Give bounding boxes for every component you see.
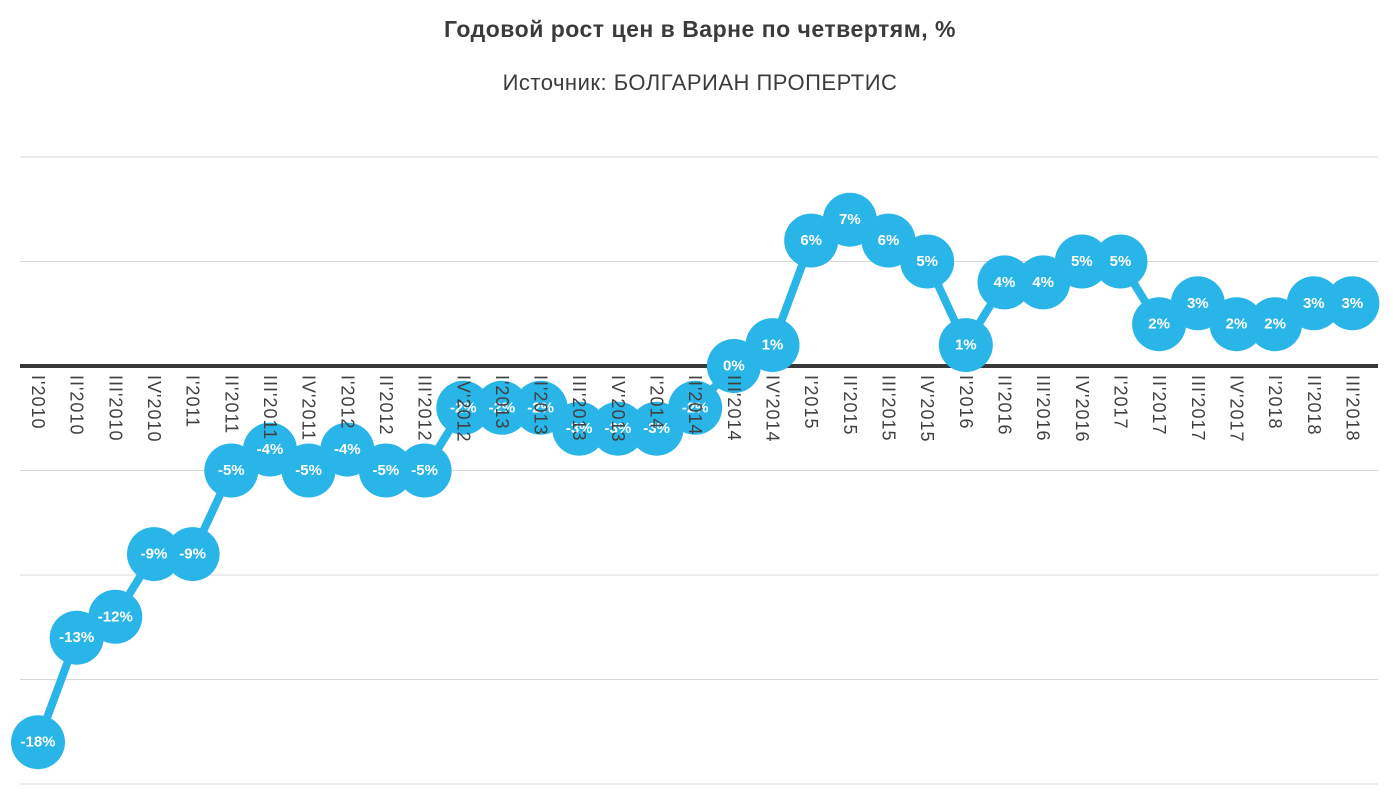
data-point-marker <box>127 527 181 582</box>
data-point-marker <box>668 380 723 435</box>
x-axis-label: I'2015 <box>801 375 821 429</box>
x-axis-label: I'2013 <box>492 375 512 429</box>
chart-subtitle: Источник: БОЛГАРИАН ПРОПЕРТИС <box>502 70 898 95</box>
data-point-marker <box>88 589 143 644</box>
x-axis-label: IV'2013 <box>608 375 628 443</box>
x-axis-label: I'2016 <box>956 375 976 429</box>
data-point-label: 7% <box>839 211 861 228</box>
x-axis-label: IV'2014 <box>763 375 783 443</box>
data-point-label: -4% <box>334 441 361 458</box>
data-point-marker <box>1054 234 1109 289</box>
data-point-label: -5% <box>295 462 322 479</box>
data-point-marker <box>552 401 607 456</box>
data-point-marker <box>938 318 993 373</box>
data-point-marker <box>1209 297 1264 352</box>
data-point-label: 0% <box>723 358 745 375</box>
x-axis-label: II'2012 <box>376 375 396 435</box>
data-point-marker <box>1093 234 1148 289</box>
data-point-label: -2% <box>682 399 709 416</box>
x-axis-label: II'2017 <box>1149 375 1169 435</box>
data-point-marker <box>977 255 1032 310</box>
x-axis-label: IV'2017 <box>1227 375 1247 443</box>
data-point-marker <box>474 380 529 435</box>
chart-title: Годовой рост цен в Варне по четвертям, % <box>444 16 956 42</box>
data-point-label: -9% <box>179 546 206 563</box>
x-axis-label: IV'2016 <box>1072 375 1092 443</box>
data-point-label: 3% <box>1187 295 1209 312</box>
x-axis-label: III'2011 <box>260 375 280 440</box>
data-point-label: 4% <box>1032 274 1054 291</box>
data-point-label: -5% <box>411 462 438 479</box>
data-point-label: -5% <box>373 462 400 479</box>
x-axis-label: IV'2010 <box>144 375 164 443</box>
data-point-marker <box>590 401 645 456</box>
x-axis-label: II'2010 <box>67 375 87 435</box>
data-point-label: 6% <box>800 232 822 249</box>
data-point-label: -12% <box>98 608 133 625</box>
data-point-label: 5% <box>916 253 938 270</box>
x-axis-label: I'2018 <box>1265 375 1285 429</box>
x-axis-label: I'2012 <box>337 375 357 429</box>
x-axis-label: II'2015 <box>840 375 860 435</box>
data-point-label: -2% <box>450 399 477 416</box>
x-axis-label: I'2017 <box>1111 375 1131 429</box>
data-point-marker <box>745 318 800 373</box>
x-axis-label: III'2014 <box>724 375 744 441</box>
x-axis-label: IV'2015 <box>917 375 937 443</box>
data-point-marker <box>436 380 491 435</box>
data-point-marker <box>358 443 413 498</box>
data-point-marker <box>900 234 955 289</box>
data-point-label: 2% <box>1226 316 1248 333</box>
x-axis-label: III'2016 <box>1033 375 1053 441</box>
data-point-marker <box>1286 276 1341 331</box>
data-point-label: 2% <box>1264 316 1286 333</box>
data-point-marker <box>165 527 220 582</box>
data-point-label: -2% <box>527 399 554 416</box>
data-point-label: -13% <box>59 629 94 646</box>
data-point-label: 3% <box>1303 295 1325 312</box>
data-point-label: 3% <box>1342 295 1364 312</box>
data-point-label: 4% <box>994 274 1016 291</box>
x-axis-label: II'2014 <box>685 375 705 435</box>
x-axis-label: III'2018 <box>1342 375 1362 441</box>
data-point-label: 5% <box>1110 253 1132 270</box>
data-point-marker <box>397 443 452 498</box>
x-axis-label: IV'2012 <box>453 375 473 443</box>
x-axis-label: I'2010 <box>28 375 48 429</box>
data-point-marker <box>11 715 65 770</box>
x-axis-label: II'2018 <box>1304 375 1324 435</box>
data-point-label: 1% <box>762 337 784 354</box>
data-point-label: -9% <box>141 546 168 563</box>
data-point-label: 1% <box>955 337 977 354</box>
x-axis-label: III'2017 <box>1188 375 1208 441</box>
data-point-label: 2% <box>1148 316 1170 333</box>
data-point-label: -18% <box>20 734 55 751</box>
data-point-label: -4% <box>257 441 284 458</box>
data-point-label: -2% <box>489 399 516 416</box>
x-axis-label: III'2013 <box>569 375 589 441</box>
x-axis-label: II'2016 <box>995 375 1015 435</box>
x-axis-label: III'2015 <box>879 375 899 441</box>
data-point-label: 6% <box>878 232 900 249</box>
data-point-label: 5% <box>1071 253 1093 270</box>
data-point-marker <box>1325 276 1380 331</box>
data-point-label: -5% <box>218 462 245 479</box>
data-point-label: -3% <box>566 420 593 437</box>
x-axis-label: II'2011 <box>221 375 241 434</box>
x-axis-label: III'2010 <box>105 375 125 441</box>
data-point-label: -3% <box>605 420 632 437</box>
x-axis-label: I'2014 <box>647 375 667 429</box>
x-axis-label: IV'2011 <box>299 375 319 441</box>
x-axis-label: I'2011 <box>183 375 203 428</box>
data-point-label: -3% <box>643 420 670 437</box>
x-axis-label: II'2013 <box>531 375 551 435</box>
x-axis-label: III'2012 <box>415 375 435 441</box>
